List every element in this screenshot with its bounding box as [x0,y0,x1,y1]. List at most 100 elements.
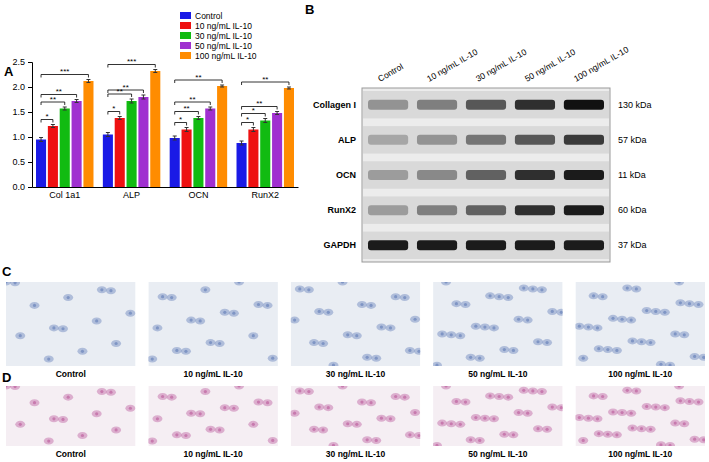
nucleus [702,356,705,359]
cell [589,392,599,399]
cell [494,393,504,400]
legend-label: 30 ng/mL IL-10 [195,31,252,41]
cell [49,415,59,422]
cell [97,388,107,395]
y-tick [28,87,32,88]
micrograph-bg [575,282,705,366]
nucleus [522,286,525,289]
nucleus [360,303,363,306]
cell [494,293,504,300]
nucleus [366,356,369,359]
nucleus [592,394,595,397]
cell [295,285,305,292]
nucleus [474,416,477,419]
nucleus [81,350,84,353]
nucleus [307,288,310,291]
nucleus [218,342,221,345]
x-axis: Col 1a1ALPOCNRunX2 [33,187,299,200]
bar [248,130,258,188]
band [368,170,408,180]
micrograph-caption: 10 ng/mL IL-10 [183,449,243,459]
panel-label: B [305,2,314,17]
nucleus [170,396,173,399]
cell [229,405,239,412]
nucleus [61,327,64,330]
nucleus [237,282,240,284]
nucleus [184,434,187,437]
cell [437,330,447,337]
panel-label: C [2,264,12,279]
cell [642,403,652,410]
nucleus [389,417,392,420]
cell [690,353,700,360]
nucleus [312,341,315,344]
significance-label: *** [60,67,69,76]
cell [578,437,588,444]
bar [193,118,203,187]
nucleus [161,395,164,398]
nucleus [293,412,296,415]
band [417,205,457,215]
nucleus [266,401,269,404]
micrograph-bg [148,386,278,446]
cell [323,309,333,316]
nucleus [413,411,416,414]
nucleus [408,433,411,436]
cell [195,317,205,324]
cell [152,415,162,422]
micrograph [575,282,705,366]
nucleus [394,395,397,398]
bar [115,118,125,187]
nucleus [47,357,50,360]
nucleus [218,428,221,431]
nucleus [512,349,515,352]
band [368,100,408,110]
nucleus [81,434,84,437]
error-bar [153,70,157,73]
band [515,100,555,110]
error-bar [75,100,79,103]
cell [385,324,395,331]
cell [537,388,547,395]
annotations: ***************************** [41,57,289,126]
nucleus [596,417,599,420]
nucleus [488,294,491,297]
nucleus [536,427,539,430]
nucleus [606,348,609,351]
nucleus [318,405,321,408]
nucleus [19,334,22,337]
blot-strip [363,232,609,259]
nucleus [578,416,581,419]
cell [608,315,618,322]
bar [36,140,46,188]
nucleus [464,400,467,403]
nucleus [688,302,691,305]
nucleus [503,433,506,436]
nucleus [6,282,8,284]
nucleus [184,350,187,353]
cell [460,399,470,406]
significance-label: ** [183,104,189,113]
cell [309,339,319,346]
cell [10,386,20,390]
band [368,205,408,215]
band [466,170,506,180]
cell [220,404,230,411]
cell [528,285,538,292]
micrograph-caption: 50 ng/mL IL-10 [468,449,528,459]
significance-label: * [45,112,48,121]
x-tick-group: RunX2 [251,187,279,200]
row-label: ALP [338,135,356,145]
y-tick-group: 2.0 [12,82,32,92]
nucleus [469,438,472,441]
nucleus [693,438,696,441]
cell [608,408,618,415]
cell [656,361,666,366]
nucleus [631,339,634,342]
cell [414,432,420,439]
nucleus [67,396,70,399]
y-tick [28,162,32,163]
bar [60,109,70,188]
cell [503,394,513,401]
cell [651,308,661,315]
